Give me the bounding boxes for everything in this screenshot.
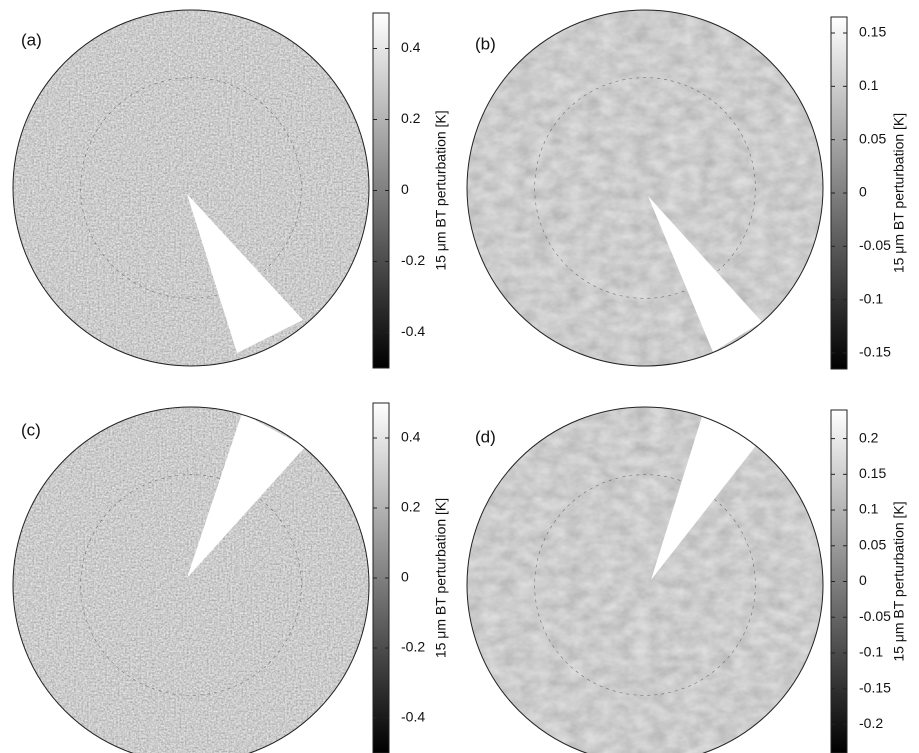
colorbar-tick-label: -0.05 (859, 237, 891, 253)
map (467, 407, 823, 753)
map-field (467, 10, 823, 366)
data-gap (187, 413, 305, 578)
colorbar-tick-label: 0.2 (401, 110, 421, 126)
colorbar-tick-label: 0.1 (859, 501, 879, 517)
colorbar-tick-label: 0.05 (859, 536, 886, 552)
colorbar-tick-label: -0.1 (859, 290, 883, 306)
data-gap (651, 410, 758, 580)
colorbar-tick-label: 0.2 (401, 499, 421, 515)
map (13, 10, 369, 366)
panel-label: (a) (21, 30, 42, 49)
colorbar-tick-label: -0.1 (859, 644, 883, 660)
colorbar-tick-label: 0.4 (401, 429, 421, 445)
panel-label: (b) (475, 34, 496, 53)
colorbar-tick-label: 0 (401, 181, 409, 197)
colorbar-tick-label: 0 (859, 572, 867, 588)
colorbar-label: 15 μm BT perturbation [K] (433, 110, 449, 270)
colorbar-tick-label: 0 (401, 569, 409, 585)
map-border (12, 406, 370, 753)
colorbar-tick-label: -0.2 (401, 639, 425, 655)
colorbar-tick-label: 0.2 (859, 429, 879, 445)
colorbar-tick-label: -0.15 (859, 679, 891, 695)
colorbar-label: 15 μm BT perturbation [K] (433, 498, 449, 658)
data-gap (648, 196, 762, 352)
map-field (13, 10, 369, 366)
map (467, 10, 823, 366)
map-border (466, 406, 824, 753)
colorbar-tick-label: -0.2 (859, 715, 883, 731)
map-field (13, 407, 369, 753)
panel-label: (c) (21, 420, 41, 439)
colorbar-tick-label: -0.2 (401, 252, 425, 268)
colorbar-tick-label: 0 (859, 184, 867, 200)
colorbar-tick-label: 0.1 (859, 77, 879, 93)
map-border (466, 9, 824, 367)
colorbar-tick-label: 0.15 (859, 24, 886, 40)
colorbar-tick-label: -0.4 (401, 323, 425, 339)
latitude-ring (534, 77, 756, 299)
map-field (467, 407, 823, 753)
latitude-ring (80, 474, 302, 696)
latitude-ring (80, 77, 302, 299)
colorbar-tick-label: 0.4 (401, 39, 421, 55)
data-gap (187, 194, 303, 353)
map (13, 407, 369, 753)
latitude-ring (534, 474, 756, 696)
colorbar-label: 15 μm BT perturbation [K] (891, 501, 907, 661)
panel-label: (d) (475, 427, 496, 446)
colorbar-tick-label: -0.4 (401, 709, 425, 725)
colorbar-tick-label: 0.15 (859, 465, 886, 481)
colorbar-label: 15 μm BT perturbation [K] (891, 113, 907, 273)
colorbar-tick-label: -0.15 (859, 344, 891, 360)
colorbar-tick-label: 0.05 (859, 130, 886, 146)
map-border (12, 9, 370, 367)
colorbar-tick-label: -0.05 (859, 608, 891, 624)
